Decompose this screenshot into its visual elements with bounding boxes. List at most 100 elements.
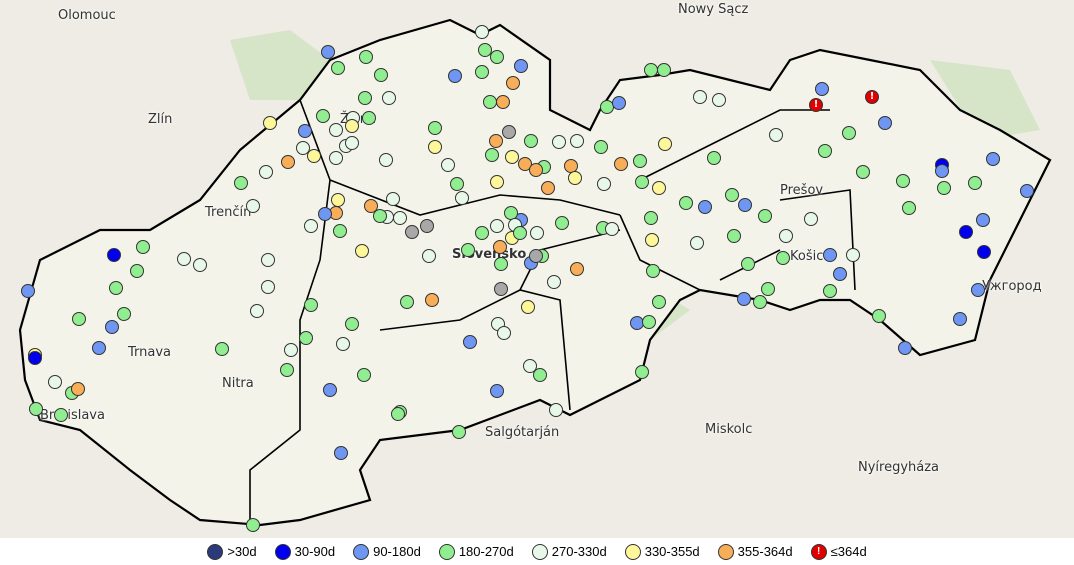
station-marker[interactable] <box>815 82 829 96</box>
station-marker[interactable] <box>823 248 837 262</box>
station-marker[interactable] <box>644 63 658 77</box>
station-marker[interactable] <box>136 240 150 254</box>
station-marker[interactable] <box>296 141 310 155</box>
station-marker[interactable] <box>374 68 388 82</box>
station-marker[interactable] <box>652 181 666 195</box>
station-marker[interactable] <box>570 134 584 148</box>
station-marker[interactable] <box>521 300 535 314</box>
station-marker[interactable] <box>393 211 407 225</box>
station-marker[interactable] <box>259 165 273 179</box>
station-marker[interactable] <box>234 176 248 190</box>
station-marker[interactable] <box>833 267 847 281</box>
station-marker[interactable] <box>986 152 1000 166</box>
station-marker[interactable] <box>953 312 967 326</box>
station-marker[interactable] <box>823 284 837 298</box>
station-marker[interactable] <box>461 243 475 257</box>
station-marker[interactable] <box>494 257 508 271</box>
station-marker[interactable] <box>250 304 264 318</box>
station-marker[interactable] <box>331 61 345 75</box>
station-marker[interactable] <box>72 312 86 326</box>
station-marker[interactable] <box>570 262 584 276</box>
station-marker[interactable] <box>329 151 343 165</box>
station-marker[interactable] <box>475 65 489 79</box>
station-marker[interactable] <box>92 341 106 355</box>
station-marker[interactable] <box>355 244 369 258</box>
station-marker[interactable] <box>307 149 321 163</box>
station-marker[interactable] <box>513 226 527 240</box>
station-marker[interactable] <box>28 351 42 365</box>
alert-station-marker[interactable]: ! <box>809 98 823 112</box>
station-marker[interactable] <box>496 95 510 109</box>
station-marker[interactable] <box>323 383 337 397</box>
station-marker[interactable] <box>842 126 856 140</box>
station-marker[interactable] <box>741 257 755 271</box>
station-marker[interactable] <box>54 408 68 422</box>
station-marker[interactable] <box>533 368 547 382</box>
station-marker[interactable] <box>698 200 712 214</box>
station-marker[interactable] <box>502 125 516 139</box>
station-marker[interactable] <box>130 264 144 278</box>
station-marker[interactable] <box>455 191 469 205</box>
station-marker[interactable] <box>48 375 62 389</box>
station-marker[interactable] <box>331 193 345 207</box>
station-marker[interactable] <box>977 245 991 259</box>
station-marker[interactable] <box>452 425 466 439</box>
station-marker[interactable] <box>400 295 414 309</box>
station-marker[interactable] <box>364 199 378 213</box>
station-marker[interactable] <box>357 368 371 382</box>
station-marker[interactable] <box>281 155 295 169</box>
station-marker[interactable] <box>846 248 860 262</box>
station-marker[interactable] <box>109 281 123 295</box>
station-marker[interactable] <box>725 188 739 202</box>
station-marker[interactable] <box>635 175 649 189</box>
station-marker[interactable] <box>727 229 741 243</box>
station-marker[interactable] <box>898 341 912 355</box>
station-marker[interactable] <box>712 93 726 107</box>
station-marker[interactable] <box>483 95 497 109</box>
station-marker[interactable] <box>448 69 462 83</box>
station-marker[interactable] <box>117 307 131 321</box>
station-marker[interactable] <box>177 252 191 266</box>
station-marker[interactable] <box>896 174 910 188</box>
station-marker[interactable] <box>428 121 442 135</box>
station-marker[interactable] <box>635 365 649 379</box>
station-marker[interactable] <box>738 198 752 212</box>
station-marker[interactable] <box>679 196 693 210</box>
station-marker[interactable] <box>707 151 721 165</box>
station-marker[interactable] <box>318 207 332 221</box>
station-marker[interactable] <box>71 382 85 396</box>
station-marker[interactable] <box>382 91 396 105</box>
station-marker[interactable] <box>391 407 405 421</box>
station-marker[interactable] <box>737 292 751 306</box>
station-marker[interactable] <box>758 209 772 223</box>
station-marker[interactable] <box>549 403 563 417</box>
station-marker[interactable] <box>422 249 436 263</box>
station-marker[interactable] <box>345 119 359 133</box>
station-marker[interactable] <box>652 295 666 309</box>
station-marker[interactable] <box>316 109 330 123</box>
station-marker[interactable] <box>506 76 520 90</box>
station-marker[interactable] <box>937 181 951 195</box>
station-marker[interactable] <box>505 150 519 164</box>
station-marker[interactable] <box>333 224 347 238</box>
station-marker[interactable] <box>529 163 543 177</box>
station-marker[interactable] <box>753 295 767 309</box>
station-marker[interactable] <box>321 45 335 59</box>
station-marker[interactable] <box>968 176 982 190</box>
station-marker[interactable] <box>246 199 260 213</box>
station-marker[interactable] <box>428 140 442 154</box>
station-marker[interactable] <box>1020 184 1034 198</box>
station-marker[interactable] <box>645 233 659 247</box>
station-marker[interactable] <box>878 116 892 130</box>
station-marker[interactable] <box>280 363 294 377</box>
station-marker[interactable] <box>345 136 359 150</box>
station-marker[interactable] <box>856 165 870 179</box>
station-marker[interactable] <box>336 337 350 351</box>
station-marker[interactable] <box>902 201 916 215</box>
station-marker[interactable] <box>514 59 528 73</box>
station-marker[interactable] <box>693 90 707 104</box>
station-marker[interactable] <box>334 446 348 460</box>
station-marker[interactable] <box>263 116 277 130</box>
station-marker[interactable] <box>614 157 628 171</box>
